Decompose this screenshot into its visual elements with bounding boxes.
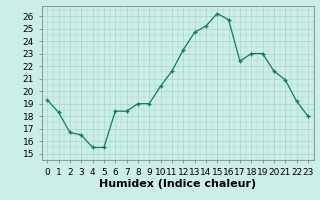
X-axis label: Humidex (Indice chaleur): Humidex (Indice chaleur) [99,179,256,189]
